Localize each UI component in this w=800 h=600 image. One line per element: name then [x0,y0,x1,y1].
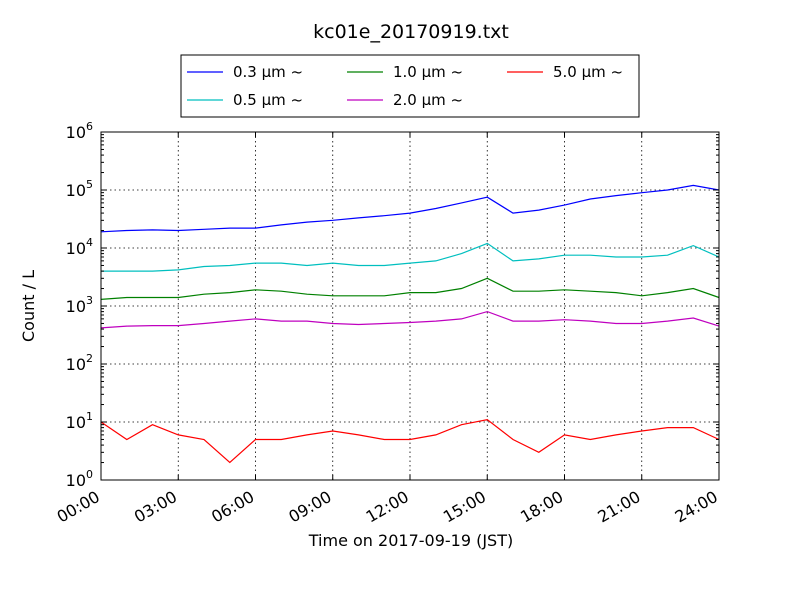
x-axis-label: Time on 2017-09-19 (JST) [308,531,513,550]
y-tick-label: 100 [66,468,93,490]
legend: 0.3 μm ~ 0.5 μm ~ 1.0 μm ~ 2.0 μm ~ 5.0 μm ~ [187,63,623,109]
chart-title: kc01e_20170919.txt [313,21,509,43]
y-tick-label: 106 [66,120,93,142]
legend-label-4: 5.0 μm ~ [553,63,623,81]
legend-label-2: 1.0 μm ~ [393,63,463,81]
series-line-1 [101,242,720,272]
series-line-2 [100,277,720,300]
series-line-3 [100,310,720,329]
legend-label-0: 0.3 μm ~ [233,63,303,81]
y-tick-label: 102 [66,352,93,374]
series-lines [100,184,720,464]
y-axis-ticks: 100 101 102 103 104 105 106 [66,120,719,490]
series-line-4 [100,418,720,464]
y-tick-label: 105 [66,178,93,200]
y-tick-label: 104 [66,236,93,258]
y-tick-label: 101 [66,410,93,432]
legend-label-1: 0.5 μm ~ [233,91,303,109]
legend-label-3: 2.0 μm ~ [393,91,463,109]
series-line-0 [100,184,720,233]
legend-box [180,54,640,118]
y-tick-label: 103 [66,294,93,316]
y-axis-label: Count / L [19,270,38,342]
